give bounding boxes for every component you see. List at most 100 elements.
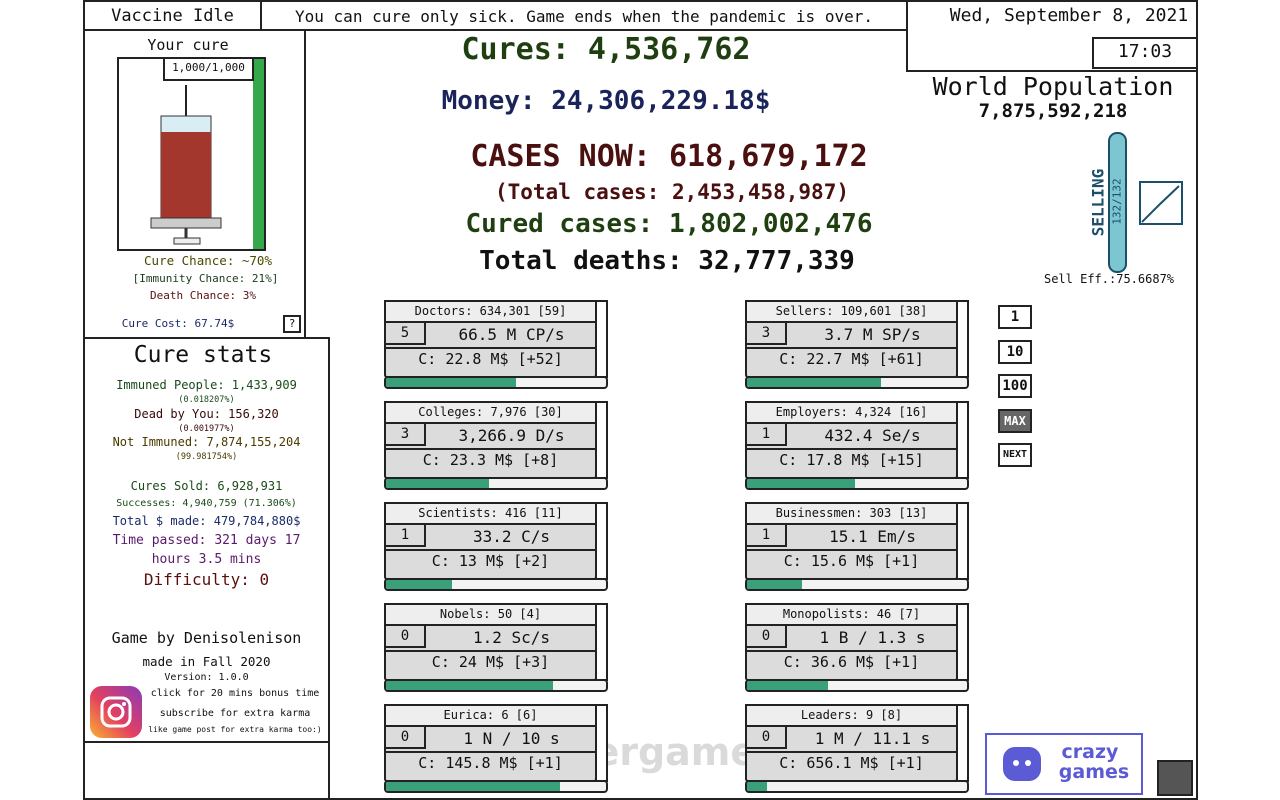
upgrade-card[interactable]: Businessmen: 303 [13] 1 15.1 Em/s C: 15.6 M… xyxy=(745,502,969,592)
card-title: Employers: 4,324 [16] xyxy=(775,405,928,419)
card-title-row xyxy=(384,603,597,626)
upgrade-card[interactable]: Nobels: 50 [4] 0 1.2 Sc/s C: 24 M$ [+3] xyxy=(384,603,608,693)
card-level: 1 xyxy=(761,527,771,543)
bonus-text: click for 20 mins bonus time xyxy=(150,688,320,699)
buy-amount-button[interactable]: 100 xyxy=(998,374,1032,398)
upgrade-card[interactable]: Colleges: 7,976 [30] 3 3,266.9 D/s C: 23.3 … xyxy=(384,401,608,491)
card-divider xyxy=(384,751,597,753)
card-divider xyxy=(384,448,597,450)
total-made: Total $ made: 479,784,880$ xyxy=(112,514,301,528)
instagram-button[interactable] xyxy=(90,686,142,738)
progress-fill xyxy=(747,479,855,488)
card-title: Businessmen: 303 [13] xyxy=(775,506,928,520)
cure-cost: Cure Cost: 67.74$ xyxy=(121,317,235,330)
card-rate: 1 N / 10 s xyxy=(463,729,560,748)
card-level-box xyxy=(745,624,787,648)
card-cost: C: 22.7 M$ [+61] xyxy=(779,350,924,368)
buy-amount-button[interactable]: MAX xyxy=(998,408,1032,433)
syringe xyxy=(150,85,222,245)
upgrade-card[interactable]: Employers: 4,324 [16] 1 432.4 Se/s C: 17.8 … xyxy=(745,401,969,491)
selling-checkbox[interactable] xyxy=(1139,181,1183,225)
progress-fill xyxy=(747,681,829,690)
upgrade-card[interactable]: Doctors: 634,301 [59] 5 66.5 M CP/s C: 22.8… xyxy=(384,300,608,390)
immuned-pct: (0.018207%) xyxy=(178,395,235,405)
date: Wed, September 8, 2021 xyxy=(949,5,1189,26)
card-title-row xyxy=(384,401,597,424)
card-title: Eurica: 6 [6] xyxy=(443,708,538,722)
total-cases: (Total cases: 2,453,458,987) xyxy=(494,180,849,204)
time-passed: Time passed: 321 days 17 hours 3.5 mins xyxy=(112,533,301,567)
time: 17:03 xyxy=(1117,41,1173,62)
dead: Dead by You: 156,320 xyxy=(134,407,279,421)
upgrade-card[interactable]: Eurica: 6 [6] 0 1 N / 10 s C: 145.8 M$ [+1] xyxy=(384,704,608,794)
sponsor-logo[interactable]: crazy games xyxy=(985,733,1143,795)
selling-count: 132/132 xyxy=(1110,178,1124,225)
card-title: Sellers: 109,601 [38] xyxy=(775,304,928,318)
card-rate: 33.2 C/s xyxy=(472,527,551,546)
death-chance: Death Chance: 3% xyxy=(150,289,256,302)
message: You can cure only sick. Game ends when t… xyxy=(295,7,873,26)
card-level: 0 xyxy=(761,729,771,745)
card-title-row xyxy=(384,300,597,323)
total-deaths: Total deaths: 32,777,339 xyxy=(479,246,855,276)
stats-heading: Cure stats xyxy=(133,342,273,368)
game-title: Vaccine Idle xyxy=(111,6,234,26)
card-title: Leaders: 9 [8] xyxy=(800,708,903,722)
dead-pct: (0.001977%) xyxy=(178,424,235,434)
fullscreen-button[interactable] xyxy=(1157,760,1193,796)
selling-bar xyxy=(1108,132,1127,273)
buy-amount-button[interactable]: NEXT xyxy=(998,443,1032,467)
selling-label: SELLING xyxy=(1088,168,1108,237)
upgrade-card[interactable]: Leaders: 9 [8] 0 1 M / 11.1 s C: 656.1 M$ [… xyxy=(745,704,969,794)
card-title-row xyxy=(745,300,958,323)
card-level-box xyxy=(745,321,787,345)
card-level: 3 xyxy=(400,426,410,442)
difficulty: Difficulty: 0 xyxy=(143,570,270,589)
cures: Cures: 4,536,762 xyxy=(461,32,751,67)
card-title: Nobels: 50 [4] xyxy=(439,607,542,621)
card-cost: C: 23.3 M$ [+8] xyxy=(422,451,559,469)
progress-track xyxy=(384,679,608,692)
cured-cases: Cured cases: 1,802,002,476 xyxy=(465,209,873,239)
upgrade-card[interactable]: Monopolists: 46 [7] 0 1 B / 1.3 s C: 36.6 M… xyxy=(745,603,969,693)
author: Game by Denisolenison xyxy=(111,629,302,647)
capacity-bar xyxy=(253,59,264,249)
card-rate: 3.7 M SP/s xyxy=(824,325,921,344)
card-level: 1 xyxy=(400,527,410,543)
card-title-row xyxy=(745,704,958,727)
card-divider xyxy=(745,347,958,349)
upgrade-card[interactable]: Sellers: 109,601 [38] 3 3.7 M SP/s C: 22.7 … xyxy=(745,300,969,390)
buy-amount-button[interactable]: 1 xyxy=(998,305,1032,329)
progress-track xyxy=(384,376,608,389)
help-button[interactable]: ? xyxy=(283,315,301,333)
card-rate: 1 B / 1.3 s xyxy=(819,628,926,647)
sponsor-line2: games xyxy=(1058,761,1130,783)
progress-track xyxy=(745,477,969,490)
buy-amount-button[interactable]: 10 xyxy=(998,339,1032,364)
cure-heading: Your cure xyxy=(147,36,229,54)
progress-track xyxy=(384,780,608,793)
card-level-box xyxy=(384,725,426,749)
capacity-box xyxy=(163,57,254,81)
card-rate: 1.2 Sc/s xyxy=(472,628,551,647)
card-level-box xyxy=(745,725,787,749)
card-level: 5 xyxy=(400,325,410,341)
capacity: 1,000/1,000 xyxy=(172,61,245,74)
version: Version: 1.0.0 xyxy=(164,672,249,683)
successes: Successes: 4,940,759 (71.306%) xyxy=(116,498,297,509)
card-rate: 3,266.9 D/s xyxy=(458,426,565,445)
card-title: Monopolists: 46 [7] xyxy=(782,607,921,621)
card-level: 0 xyxy=(400,729,410,745)
immuned: Immuned People: 1,433,909 xyxy=(116,378,297,392)
card-level: 0 xyxy=(761,628,771,644)
like-text: like game post for extra karma too:) xyxy=(148,725,322,734)
progress-fill xyxy=(386,479,490,488)
money: Money: 24,306,229.18$ xyxy=(441,86,771,116)
upgrade-card[interactable]: Scientists: 416 [11] 1 33.2 C/s C: 13 M$ [+… xyxy=(384,502,608,592)
progress-track xyxy=(745,780,969,793)
progress-fill xyxy=(747,782,767,791)
card-level-box xyxy=(384,523,426,547)
card-title-row xyxy=(745,502,958,525)
stats-panel xyxy=(83,337,330,800)
